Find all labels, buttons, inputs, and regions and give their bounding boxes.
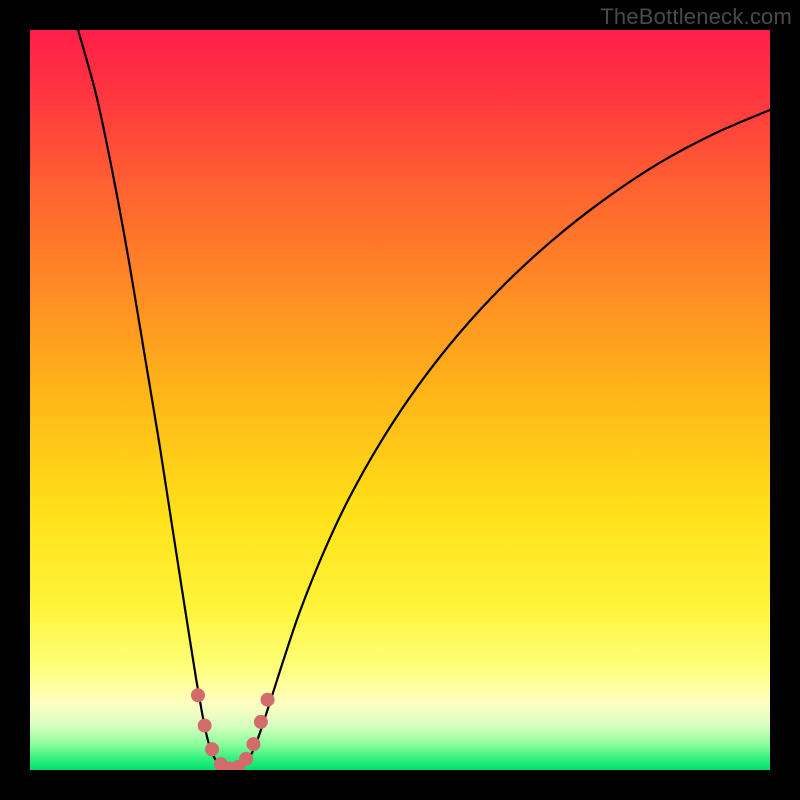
valley-dot [239,752,253,766]
valley-dot [254,715,268,729]
plot-area [30,30,770,770]
chart-root: TheBottleneck.com [0,0,800,800]
valley-dot [198,719,212,733]
watermark-text: TheBottleneck.com [600,4,792,30]
valley-dot [191,688,205,702]
bottleneck-curve [78,30,770,770]
valley-dot [261,693,275,707]
valley-dot [246,737,260,751]
valley-dot [205,742,219,756]
curve-layer [30,30,770,770]
